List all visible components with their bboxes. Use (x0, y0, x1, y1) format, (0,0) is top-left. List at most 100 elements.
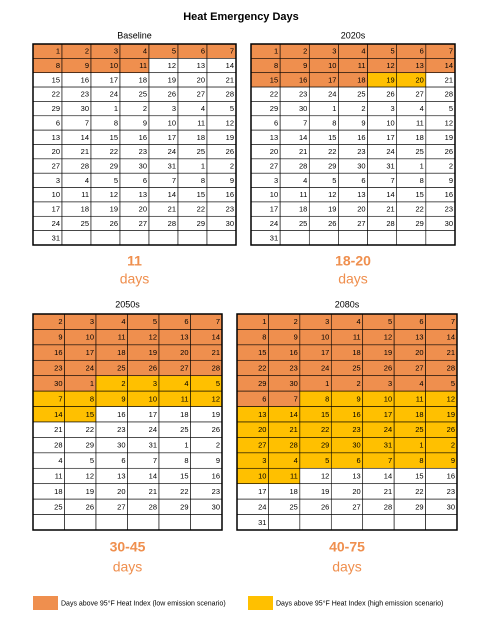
day-number: 8 (262, 333, 266, 342)
day-number: 1 (325, 379, 329, 388)
day-number: 17 (110, 75, 118, 84)
day-number: 15 (197, 190, 205, 199)
day-number: 20 (197, 75, 205, 84)
day-number: 11 (353, 333, 361, 342)
day-number: 25 (139, 90, 147, 99)
day-number: 3 (391, 104, 395, 113)
day-number: 18 (299, 205, 307, 214)
day-number: 15 (110, 133, 118, 142)
day-number: 6 (143, 176, 147, 185)
day-number: 6 (184, 317, 188, 326)
day-number: 23 (352, 425, 360, 434)
day-number: 26 (328, 219, 336, 228)
day-number: 17 (328, 75, 336, 84)
day-number: 31 (270, 233, 278, 242)
day-number: 4 (85, 176, 89, 185)
day-number: 17 (168, 133, 176, 142)
day-number: 8 (90, 394, 94, 403)
day-number: 15 (180, 471, 188, 480)
day-number: 22 (416, 205, 424, 214)
day-number: 23 (447, 487, 455, 496)
day-number: 21 (226, 75, 234, 84)
day-number: 23 (54, 363, 62, 372)
day-number: 28 (290, 441, 298, 450)
day-cell (64, 514, 97, 531)
panel-title: 2050s (115, 299, 140, 309)
day-number: 9 (58, 333, 62, 342)
day-number: 4 (419, 379, 423, 388)
day-number: 26 (110, 219, 118, 228)
day-number: 22 (258, 363, 266, 372)
day-number: 21 (447, 348, 455, 357)
day-number: 24 (168, 147, 176, 156)
day-number: 11 (118, 333, 126, 342)
day-number: 28 (54, 441, 62, 450)
day-number: 19 (86, 487, 94, 496)
day-number: 4 (143, 47, 147, 56)
day-number: 3 (56, 176, 60, 185)
day-number: 11 (197, 118, 205, 127)
day-number: 27 (197, 90, 205, 99)
day-number: 2 (294, 317, 298, 326)
day-number: 27 (139, 219, 147, 228)
day-number: 21 (212, 348, 220, 357)
day-number: 23 (117, 425, 125, 434)
day-number: 6 (262, 394, 266, 403)
day-number: 1 (56, 47, 60, 56)
day-number: 23 (139, 147, 147, 156)
day-number: 16 (352, 410, 360, 419)
day-number: 23 (299, 90, 307, 99)
day-number: 30 (81, 104, 89, 113)
day-number: 2 (121, 379, 125, 388)
day-number: 28 (168, 219, 176, 228)
day-number: 13 (139, 190, 147, 199)
day-number: 24 (384, 425, 392, 434)
day-count: 18-20 (335, 253, 371, 269)
day-number: 3 (388, 379, 392, 388)
day-number: 24 (270, 219, 278, 228)
day-number: 26 (386, 90, 394, 99)
day-number: 30 (139, 162, 147, 171)
day-number: 27 (352, 502, 360, 511)
day-number: 20 (270, 147, 278, 156)
day-number: 4 (294, 456, 298, 465)
day-number: 16 (290, 348, 298, 357)
day-number: 9 (357, 394, 361, 403)
day-number: 10 (384, 394, 392, 403)
day-number: 3 (114, 47, 118, 56)
day-cell (206, 230, 237, 246)
day-number: 6 (201, 47, 205, 56)
day-number: 19 (328, 205, 336, 214)
day-number: 18 (180, 410, 188, 419)
day-cell (190, 514, 223, 531)
day-unit: days (120, 271, 150, 287)
day-number: 14 (290, 410, 298, 419)
day-number: 23 (357, 147, 365, 156)
panel-border (250, 43, 456, 246)
day-number: 26 (212, 425, 220, 434)
day-number: 18 (352, 348, 360, 357)
day-number: 14 (299, 133, 307, 142)
day-number: 20 (258, 425, 266, 434)
day-number: 27 (357, 219, 365, 228)
day-number: 26 (445, 147, 453, 156)
day-number: 31 (52, 233, 60, 242)
day-number: 25 (180, 425, 188, 434)
day-number: 23 (226, 205, 234, 214)
day-number: 16 (299, 75, 307, 84)
day-number: 31 (149, 441, 157, 450)
day-number: 11 (416, 118, 424, 127)
day-number: 31 (168, 162, 176, 171)
day-number: 25 (54, 502, 62, 511)
day-cell (299, 514, 332, 531)
day-number: 1 (90, 379, 94, 388)
day-number: 14 (447, 333, 455, 342)
day-number: 19 (212, 410, 220, 419)
day-number: 26 (226, 147, 234, 156)
day-number: 12 (328, 190, 336, 199)
title: Heat Emergency Days (183, 11, 299, 23)
panel-border (32, 313, 223, 531)
day-number: 9 (361, 118, 365, 127)
day-number: 2 (143, 104, 147, 113)
